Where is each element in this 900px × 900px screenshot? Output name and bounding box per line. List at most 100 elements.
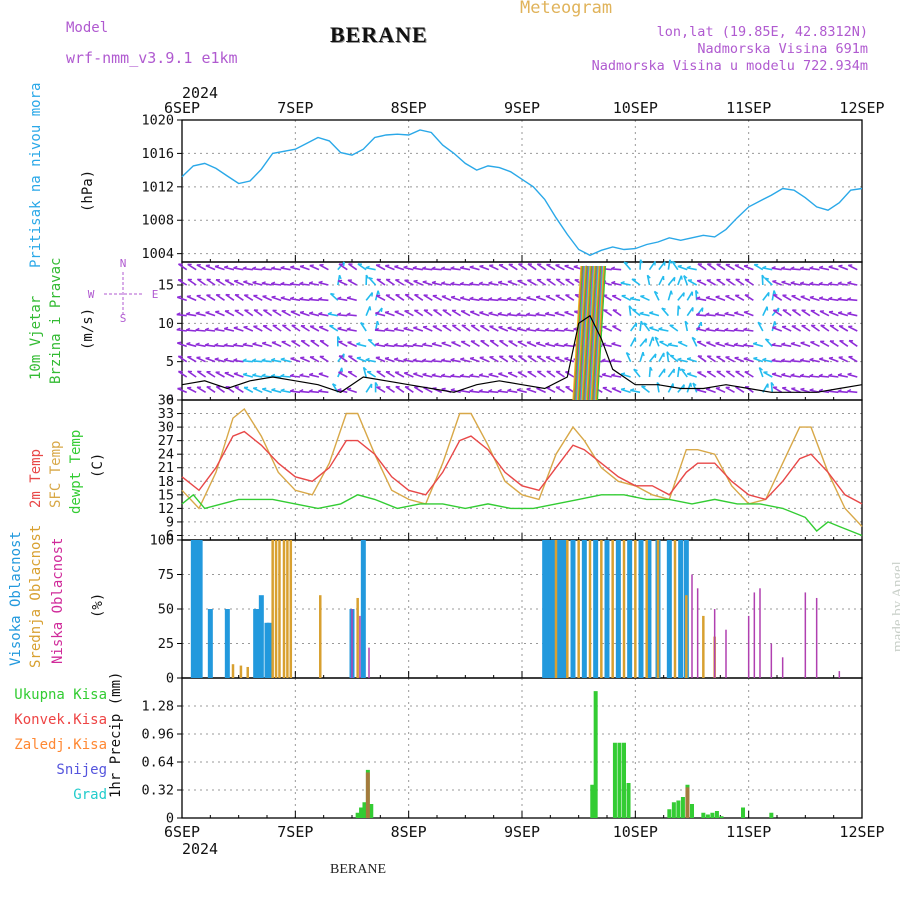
- wind-arrow-head: [488, 297, 493, 301]
- y-tick-label: 9: [166, 514, 174, 530]
- cloud-bar: [224, 609, 230, 678]
- cloud-bar: [678, 540, 684, 678]
- wind-arrow: [639, 312, 650, 317]
- wind-arrow: [507, 372, 518, 378]
- wind-arrow: [554, 312, 565, 317]
- wind-arrow: [262, 295, 273, 302]
- wind-arrow-head: [818, 388, 824, 392]
- wind-arrow-head: [384, 327, 389, 331]
- wind-arrow-head: [809, 295, 814, 299]
- wind-arrow: [565, 386, 575, 393]
- wind-arrow: [272, 309, 282, 317]
- wind-arrow-head: [478, 281, 483, 285]
- wind-arrow: [555, 370, 565, 378]
- wind-arrow-head: [309, 372, 314, 376]
- wind-arrow-head: [318, 280, 323, 284]
- wind-arrow: [460, 358, 471, 363]
- wind-arrow-head: [781, 372, 786, 376]
- wind-arrow-head: [799, 373, 805, 377]
- wind-arrow: [790, 267, 801, 271]
- wind-arrow: [346, 297, 357, 302]
- wind-arrow-head: [327, 311, 332, 315]
- wind-arrow: [451, 309, 462, 317]
- wind-arrow-head: [431, 358, 436, 362]
- wind-arrow-head: [818, 281, 823, 285]
- wind-arrow-head: [450, 373, 455, 377]
- y-tick-label: 50: [158, 602, 174, 618]
- wind-arrow: [507, 389, 518, 394]
- y-tick-label: 0: [166, 671, 174, 687]
- wind-arrow-head: [601, 372, 607, 376]
- cloud-bar: [702, 615, 705, 678]
- wind-arrow: [404, 279, 414, 286]
- wind-arrow: [601, 373, 612, 378]
- cloud-bar: [351, 609, 353, 678]
- wind-arrow-head: [809, 357, 814, 361]
- wind-arrow: [309, 356, 320, 363]
- wind-arrow: [715, 329, 726, 332]
- wind-arrow-head: [470, 310, 475, 313]
- wind-arrow: [460, 375, 471, 378]
- wind-arrow-head: [299, 296, 304, 300]
- wind-arrow: [186, 329, 197, 332]
- wind-arrow: [299, 311, 310, 317]
- wind-arrow-head: [403, 357, 408, 361]
- wind-arrow: [422, 326, 433, 332]
- wind-arrow: [205, 264, 216, 271]
- wind-arrow-head: [800, 387, 805, 391]
- wind-arrow-head: [469, 373, 474, 377]
- wind-arrow-head: [403, 343, 408, 347]
- wind-arrow-head: [403, 265, 408, 269]
- wind-arrow: [667, 259, 671, 270]
- cloud-bar: [593, 540, 599, 678]
- wind-arrow: [196, 386, 207, 394]
- cloud-bar: [645, 540, 648, 678]
- wind-arrow-head: [678, 366, 682, 372]
- wind-arrow: [847, 325, 858, 332]
- wind-arrow: [781, 359, 792, 363]
- wind-arrow-head: [431, 342, 437, 345]
- wind-arrow: [432, 294, 443, 302]
- wind-arrow: [790, 342, 801, 348]
- cloud-bar: [197, 540, 203, 678]
- product-title: Meteogram: [520, 0, 613, 18]
- wind-arrow: [654, 336, 660, 347]
- time-tick-label-bottom: 11SEP: [726, 823, 771, 841]
- wind-arrow-head: [347, 341, 352, 343]
- wind-arrow: [337, 327, 348, 332]
- wind-arrow: [582, 265, 592, 401]
- wind-arrow-head: [371, 292, 374, 297]
- wind-arrow-head: [526, 327, 531, 331]
- wind-arrow: [809, 296, 820, 302]
- wind-arrow-head: [280, 388, 285, 392]
- year-label-top: 2024: [182, 84, 218, 102]
- wind-arrow: [253, 309, 263, 317]
- y-tick-label: 12: [158, 501, 174, 517]
- time-tick-label-bottom: 7SEP: [277, 823, 313, 841]
- wind-arrow: [527, 355, 537, 363]
- wind-arrow: [393, 344, 405, 348]
- wind-arrow-head: [205, 310, 210, 314]
- wind-arrow: [526, 313, 537, 317]
- wind-arrow: [460, 283, 471, 286]
- precip-bar: [690, 804, 694, 818]
- wind-arrow-head: [346, 296, 352, 299]
- wind-arrow-head: [289, 388, 295, 392]
- compass-west: W: [88, 288, 95, 301]
- wind-arrow: [243, 326, 254, 332]
- wind-arrow-head: [535, 341, 541, 344]
- wind-arrow: [847, 264, 858, 271]
- wind-arrow: [801, 309, 811, 317]
- wind-arrow: [555, 294, 565, 302]
- wind-arrow-head: [696, 296, 701, 300]
- wind-arrow: [659, 340, 669, 348]
- wind-arrow-head: [422, 372, 427, 376]
- wind-arrow-head: [705, 327, 710, 331]
- wind-arrow: [800, 267, 811, 271]
- wind-arrow-head: [252, 280, 257, 284]
- wind-arrow: [394, 358, 405, 363]
- wind-arrow: [800, 342, 811, 348]
- wind-arrow: [489, 339, 499, 347]
- wind-arrow: [271, 341, 282, 348]
- wind-arrow: [791, 325, 802, 332]
